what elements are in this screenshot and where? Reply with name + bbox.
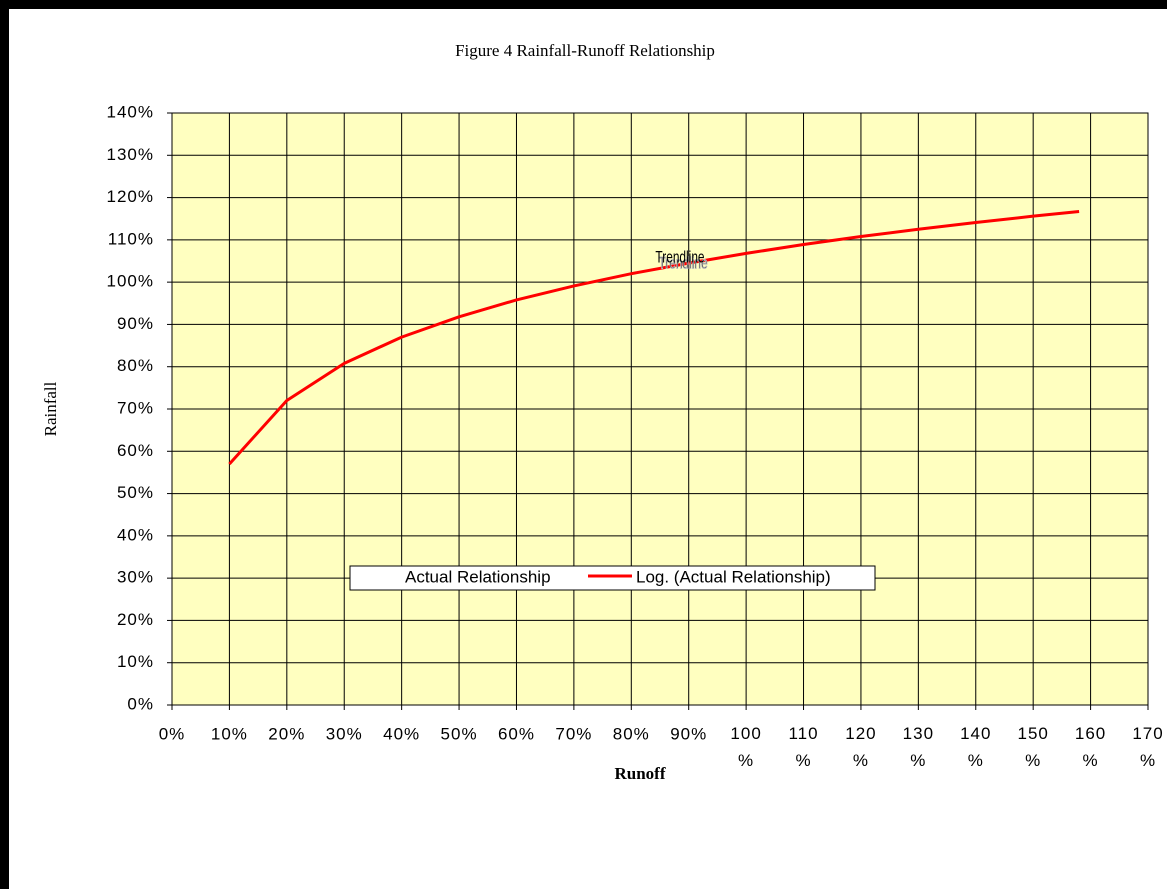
x-tick-label: 50% [441,724,478,743]
frame-left [0,0,9,889]
x-tick-label: 120% [845,724,876,770]
y-tick-label: 110% [108,229,154,248]
x-axis-label: Runoff [614,764,665,783]
y-tick-label: 20% [117,610,154,629]
y-tick-label: 140% [107,102,154,121]
frame-top [0,0,1167,9]
y-tick-label: 60% [117,441,154,460]
y-tick-label: 130% [107,145,154,164]
x-tick-label: 110% [788,724,818,770]
y-tick-label: 70% [117,398,154,417]
x-tick-label: 40% [383,724,420,743]
x-tick-label: 130% [903,724,934,770]
y-tick-label: 90% [117,314,154,333]
legend-box [349,565,876,591]
annotation: Trendline [655,249,704,268]
x-tick-label: 100% [730,724,761,770]
x-tick-label: 160% [1075,724,1106,770]
x-tick-label: 0% [159,724,186,743]
x-tick-label: 90% [670,724,707,743]
y-tick-label: 30% [117,568,154,587]
x-tick-label: 80% [613,724,650,743]
y-tick-label: 40% [117,525,154,544]
x-tick-label: 170% [1132,724,1163,770]
legend-label: Actual Relationship [405,567,551,586]
x-tick-label: 60% [498,724,535,743]
x-tick-label: 150% [1017,724,1048,770]
trendline [228,210,1080,465]
y-tick-label: 0% [127,694,154,713]
x-tick-label: 10% [211,724,248,743]
y-tick-label: 50% [117,483,154,502]
x-tick-label: 140% [960,724,991,770]
legend-label: Log. (Actual Relationship) [636,567,831,586]
chart-title: Figure 4 Rainfall-Runoff Relationship [455,41,715,60]
y-tick-label: 80% [117,356,154,375]
y-tick-label: 100% [107,272,154,291]
annotation-shadow: Trendline [658,255,707,274]
x-tick-label: 70% [555,724,592,743]
y-tick-label: 10% [117,652,154,671]
y-axis-label: Rainfall [41,381,60,436]
x-tick-label: 20% [268,724,305,743]
y-tick-label: 120% [107,187,154,206]
x-tick-label: 30% [326,724,363,743]
